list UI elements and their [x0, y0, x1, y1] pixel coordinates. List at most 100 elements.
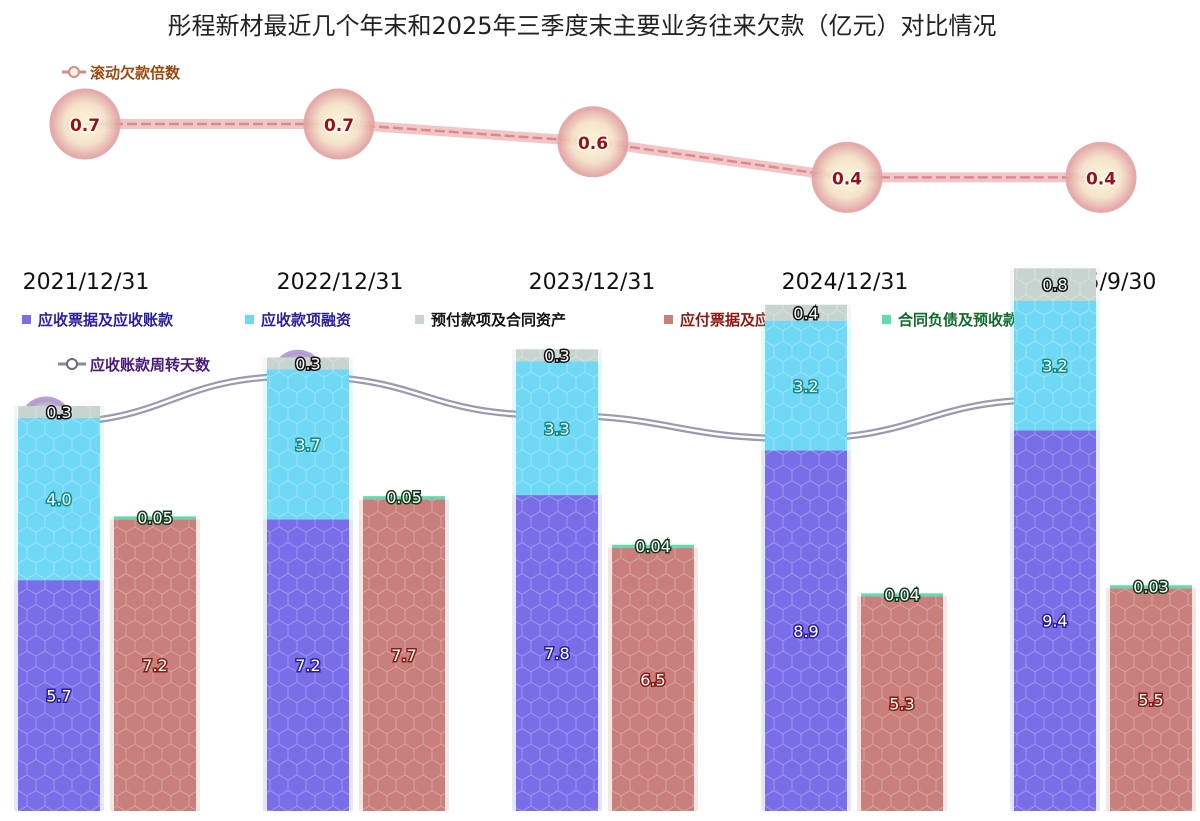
contract-segment: 0.05: [363, 487, 445, 509]
category-label: 2022/12/31: [277, 270, 404, 295]
receivable-segment-texture: [1014, 268, 1096, 301]
receivable-segment-texture: [1014, 300, 1096, 431]
contract-segment-bar: [363, 496, 445, 500]
legend-label: 应收账款周转天数: [90, 356, 211, 374]
contract-segment: 0.03: [1110, 576, 1192, 598]
receivable-segment-texture: [516, 495, 598, 811]
receivable-value-label: 3.7: [295, 435, 320, 454]
multiple-marker: 0.4: [811, 141, 883, 213]
chart-title: 彤程新材最近几个年末和2025年三季度末主要业务往来欠款（亿元）对比情况: [167, 12, 996, 40]
category-label: 2023/12/31: [529, 270, 656, 295]
legend-swatch: [245, 315, 254, 324]
receivable-segment: 0.3: [14, 402, 104, 424]
payable-value-label: 5.3: [889, 695, 914, 714]
payable-segment-texture: [114, 519, 196, 811]
multiple-value-label: 0.4: [1086, 169, 1116, 189]
multiple-value-label: 0.7: [324, 116, 354, 136]
receivable-segment: 8.9: [761, 450, 851, 811]
receivable-segment-texture: [765, 320, 847, 451]
legend-swatch: [415, 315, 424, 324]
receivable-segment: 9.4: [1010, 430, 1100, 811]
receivable-segment: 4.0: [14, 418, 104, 581]
legend-item: 预付款项及合同资产: [415, 311, 566, 329]
receivable-segment-texture: [267, 519, 349, 811]
contract-segment-bar: [114, 516, 196, 520]
receivable-segment-texture: [1014, 430, 1096, 811]
legend-label: 滚动欠款倍数: [90, 64, 181, 82]
legend-swatch: [882, 315, 891, 324]
legend-item: 应收票据及应收账款: [22, 311, 174, 329]
receivable-value-label: 3.2: [793, 377, 818, 396]
payable-value-label: 7.7: [391, 646, 416, 665]
legend: 应收票据及应收账款 应收款项融资 预付款项及合同资产 应付票据及应付账款 合同负债及预收…: [22, 64, 1033, 374]
payable-value-label: 5.5: [1138, 691, 1163, 710]
payable-segment: 5.5: [1106, 588, 1196, 811]
receivable-segment-texture: [516, 361, 598, 496]
contract-segment-bar: [612, 544, 694, 548]
legend-label: 预付款项及合同资产: [431, 311, 566, 329]
payable-segment: 7.2: [110, 519, 200, 811]
multiple-marker: 0.7: [49, 88, 121, 160]
payable-value-label: 6.5: [640, 670, 665, 689]
receivable-value-label: 3.3: [544, 419, 569, 438]
contract-segment: 0.04: [861, 584, 943, 606]
payable-segment: 5.3: [857, 596, 947, 811]
receivable-value-label: 3.2: [1042, 357, 1067, 376]
payable-value-label: 7.2: [142, 656, 167, 675]
receivable-value-label: 9.4: [1042, 612, 1067, 631]
payable-segment-texture: [612, 547, 694, 811]
receivable-segment: 7.2: [263, 519, 353, 811]
legend-item: 应收款项融资: [245, 311, 351, 329]
payable-segment-texture: [1110, 588, 1192, 811]
multiple-value-label: 0.7: [70, 116, 100, 136]
legend-label: 合同负债及预收款项: [897, 311, 1033, 329]
receivable-value-label: 5.7: [46, 687, 71, 706]
receivable-segment: 3.3: [512, 361, 602, 496]
receivable-segment: 0.3: [512, 345, 602, 367]
multiple-marker: 0.6: [557, 106, 629, 178]
multiple-value-label: 0.4: [832, 169, 862, 189]
contract-value-label: 0.05: [386, 488, 422, 507]
receivable-segment-texture: [765, 304, 847, 321]
receivable-segment: 3.2: [1010, 300, 1100, 431]
legend-item: 应收账款周转天数: [58, 356, 211, 374]
legend-marker-swatch: [68, 66, 80, 78]
contract-value-label: 0.04: [884, 585, 920, 604]
category-label: 2024/12/31: [782, 270, 909, 295]
payable-segment: 7.7: [359, 499, 449, 811]
receivable-value-label: 8.9: [793, 622, 818, 641]
bars: 5.7 4.0 0.3 7.2 0.05 7.2 3.7 0.3 7.7 0.05 7.8 3.3 0.…: [14, 268, 1196, 811]
receivable-segment: 3.2: [761, 320, 851, 451]
receivable-segment-texture: [18, 418, 100, 581]
receivable-segment: 7.8: [512, 495, 602, 811]
multiple-marker-circle: [303, 88, 375, 160]
legend-swatch: [22, 315, 31, 324]
contract-segment-bar: [861, 593, 943, 597]
receivable-segment-texture: [267, 357, 349, 370]
receivable-value-label: 0.3: [295, 354, 320, 373]
multiple-marker: 0.7: [303, 88, 375, 160]
multiple-line: 0.7 0.7 0.6 0.4 0.4: [49, 88, 1137, 213]
multiple-marker-circle: [557, 106, 629, 178]
legend-label: 应收款项融资: [261, 311, 351, 329]
receivable-segment: 0.4: [761, 302, 851, 324]
legend-item: 滚动欠款倍数: [62, 64, 181, 82]
multiple-marker: 0.4: [1065, 141, 1137, 213]
receivable-segment-texture: [765, 450, 847, 811]
receivable-value-label: 7.2: [295, 656, 320, 675]
receivable-segment-texture: [267, 369, 349, 520]
receivable-segment-texture: [18, 580, 100, 811]
contract-value-label: 0.03: [1133, 577, 1169, 596]
receivable-segment: 0.3: [263, 353, 353, 375]
receivable-segment-texture: [18, 406, 100, 419]
receivable-segment: 3.7: [263, 369, 353, 520]
receivable-segment: 5.7: [14, 580, 104, 811]
receivable-value-label: 4.0: [46, 490, 71, 509]
multiple-marker-circle: [1065, 141, 1137, 213]
receivable-value-label: 0.4: [793, 304, 818, 323]
payable-segment: 6.5: [608, 547, 698, 811]
contract-value-label: 0.04: [635, 537, 671, 556]
contract-segment: 0.05: [114, 507, 196, 529]
legend-label: 应收票据及应收账款: [38, 311, 174, 329]
